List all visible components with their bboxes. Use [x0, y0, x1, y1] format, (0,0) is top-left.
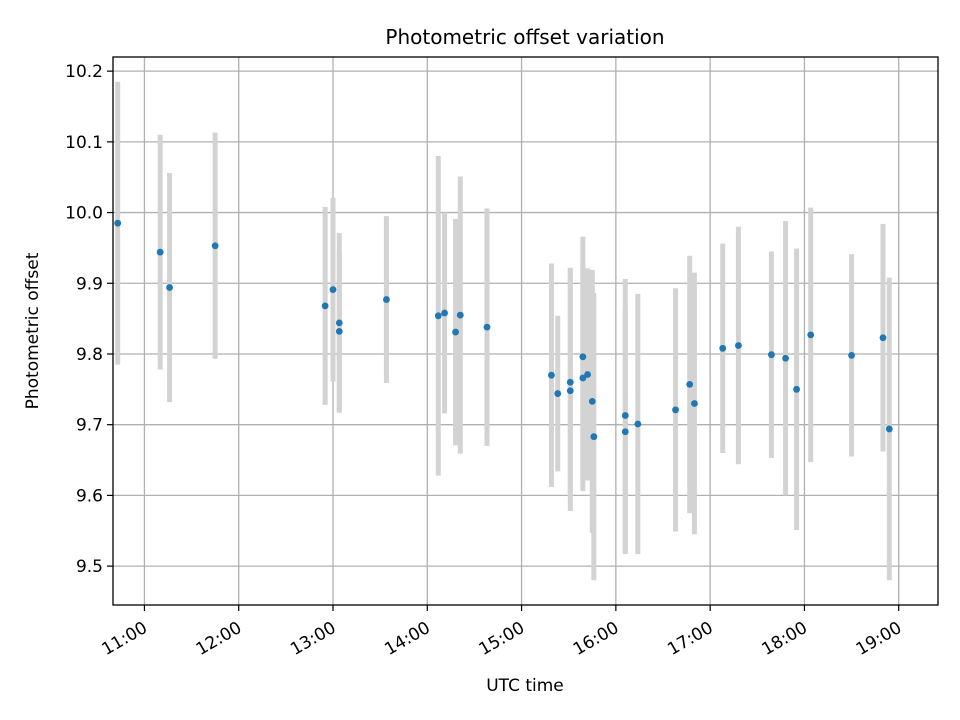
data-point: [456, 311, 464, 319]
data-point: [634, 420, 642, 428]
data-point: [588, 397, 596, 405]
y-axis: 9.5 9.6 9.7 9.8 9.9 10.0 10.1 10.2: [65, 62, 113, 577]
data-point: [335, 327, 343, 335]
data-point: [579, 353, 587, 361]
data-point: [566, 387, 574, 395]
data-point: [329, 286, 337, 294]
y-tick-label: 10.2: [65, 62, 103, 82]
data-point: [383, 296, 390, 303]
data-point: [584, 371, 591, 378]
y-tick-label: 9.9: [76, 274, 103, 294]
data-point: [554, 390, 562, 397]
data-point: [848, 351, 855, 359]
data-point: [166, 284, 173, 291]
y-axis-label: Photometric offset: [23, 252, 43, 409]
data-point: [719, 344, 727, 352]
data-point: [621, 428, 629, 436]
data-point: [782, 354, 789, 362]
data-point: [590, 433, 598, 441]
data-point: [807, 331, 815, 339]
data-points: [114, 219, 893, 441]
grid: [113, 57, 938, 605]
data-point: [434, 312, 442, 320]
data-point: [211, 242, 219, 250]
data-point: [885, 425, 893, 433]
data-point: [793, 385, 800, 393]
data-point: [579, 374, 587, 382]
data-point: [156, 248, 164, 256]
data-point: [768, 351, 775, 359]
y-tick-label: 9.7: [76, 416, 103, 436]
y-tick-label: 9.8: [76, 345, 103, 365]
y-tick-label: 10.1: [65, 133, 103, 153]
data-point: [321, 302, 329, 310]
data-point: [452, 328, 459, 336]
x-axis-label: UTC time: [486, 676, 564, 696]
data-point: [114, 219, 122, 227]
data-point: [686, 380, 694, 388]
data-point: [335, 319, 343, 327]
data-point: [672, 406, 679, 414]
data-point: [566, 378, 574, 386]
y-tick-label: 10.0: [65, 204, 103, 224]
y-tick-label: 9.5: [76, 557, 103, 577]
data-point: [735, 342, 742, 349]
data-point: [441, 309, 448, 317]
data-point: [483, 323, 491, 331]
y-tick-label: 9.6: [76, 486, 103, 506]
data-point: [621, 412, 629, 419]
data-point: [879, 334, 887, 342]
plot-frame: [112, 56, 939, 606]
chart-title: Photometric offset variation: [385, 25, 664, 49]
data-point: [691, 400, 698, 407]
data-point: [548, 371, 555, 379]
